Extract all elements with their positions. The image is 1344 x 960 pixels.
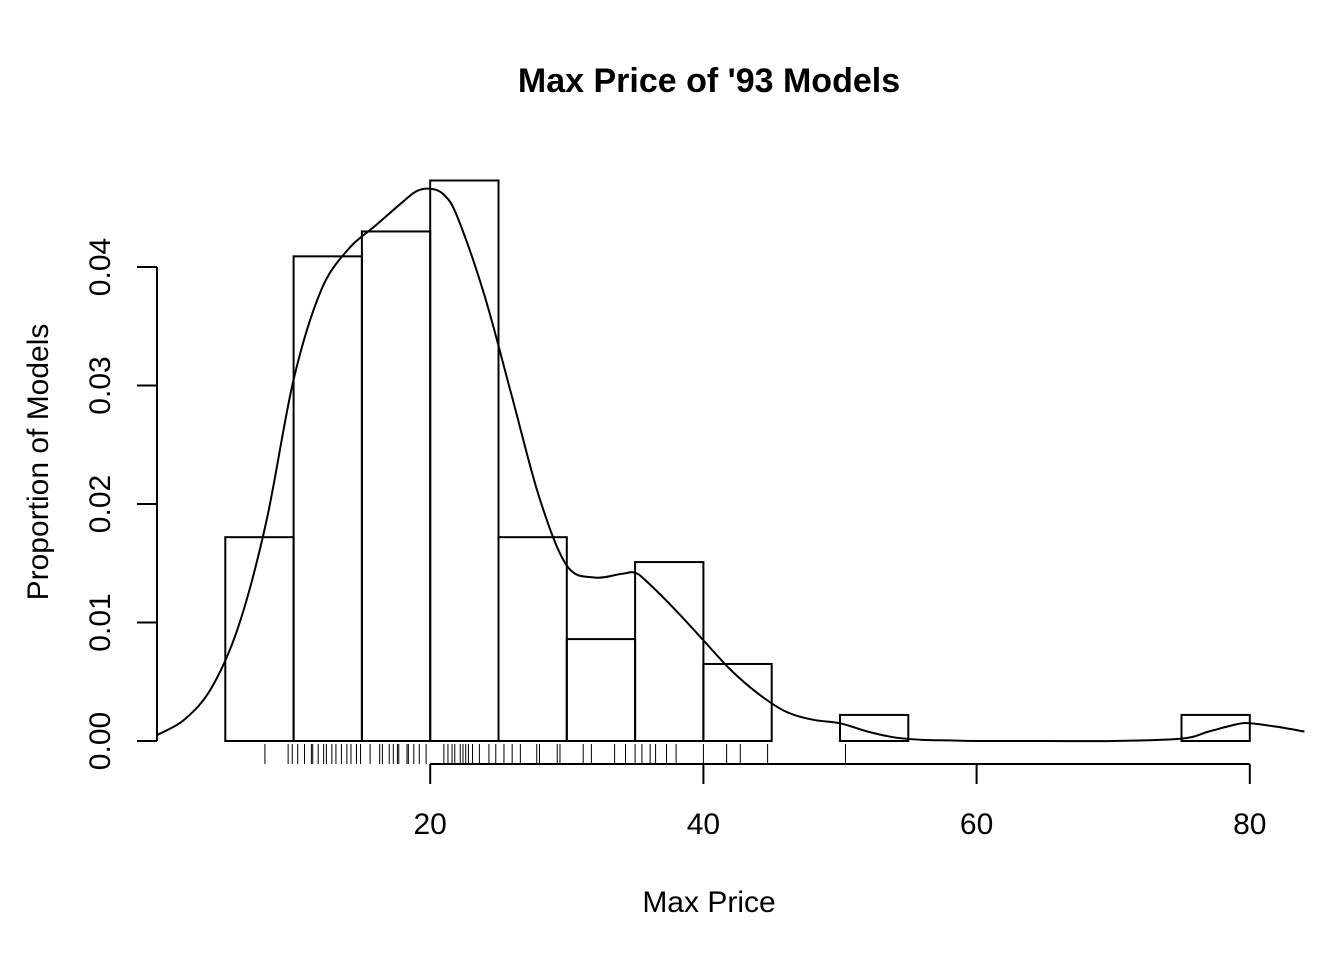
histogram-bar bbox=[224, 536, 295, 742]
x-tick-label: 80 bbox=[1233, 808, 1266, 841]
x-axis-label: Max Price bbox=[642, 886, 775, 919]
y-tick-label: 0.03 bbox=[84, 356, 117, 414]
density-curve-layer bbox=[156, 187, 1305, 743]
y-tick-label: 0.01 bbox=[84, 593, 117, 651]
y-tick-label: 0.00 bbox=[84, 712, 117, 770]
x-tick-label: 60 bbox=[960, 808, 993, 841]
histogram-bar bbox=[292, 255, 363, 742]
y-tick-label: 0.02 bbox=[84, 475, 117, 533]
histogram-bars bbox=[224, 179, 1251, 743]
y-tick-label: 0.04 bbox=[84, 238, 117, 296]
histogram-bar bbox=[634, 561, 705, 742]
histogram-bar bbox=[1180, 713, 1251, 742]
rug-marks bbox=[264, 744, 846, 764]
chart-title: Max Price of '93 Models bbox=[518, 62, 900, 100]
y-axis: 0.00 0.01 0.02 0.03 0.04 bbox=[84, 238, 158, 770]
histogram-bar bbox=[360, 230, 432, 742]
x-axis: 20 40 60 80 bbox=[414, 763, 1266, 841]
density-curve bbox=[156, 187, 1305, 743]
y-axis-label: Proportion of Models bbox=[22, 324, 55, 601]
histogram-bar bbox=[497, 536, 568, 742]
histogram-bar bbox=[429, 179, 500, 742]
histogram-bar bbox=[565, 638, 637, 743]
x-tick-label: 20 bbox=[414, 808, 447, 841]
x-tick-label: 40 bbox=[687, 808, 720, 841]
histogram-bar bbox=[839, 713, 910, 742]
